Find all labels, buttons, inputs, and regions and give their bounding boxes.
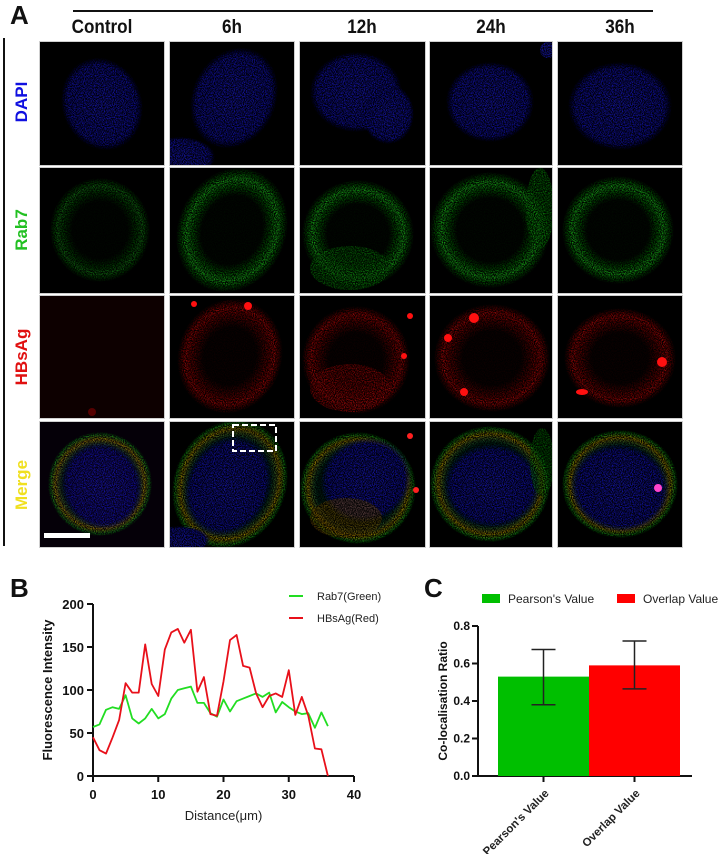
x-tick-label: 0 [89, 787, 96, 802]
panel-c-letter: C [424, 573, 443, 603]
column-header-12h: 12h [347, 17, 377, 38]
tile-merge-12h [299, 421, 426, 548]
bar-chart: Pearson's Value Overlap Value Pearson's V… [436, 592, 718, 854]
row-label-rab7: Rab7 [12, 209, 31, 251]
tile-dapi-6h [169, 41, 295, 166]
panel-b-letter: B [10, 573, 29, 603]
column-header-6h: 6h [222, 17, 242, 38]
left-bracket-rule [3, 38, 5, 546]
x-category-label: Overlap Value [580, 788, 642, 850]
legend-label: HBsAg(Red) [317, 613, 379, 625]
tile-rab7-24h [429, 167, 553, 294]
tile-dapi-36h [557, 41, 683, 166]
tile-dapi-12h [299, 41, 426, 166]
y-axis-title: Co-localisation Ratio [436, 641, 450, 760]
tile-merge-6h [169, 421, 295, 548]
y-tick-label: 0.2 [453, 732, 470, 746]
row-label-merge: Merge [12, 459, 31, 511]
x-tick-label: 40 [347, 787, 361, 802]
x-axis-title: Distance(μm) [185, 808, 263, 823]
row-label-dapi: DAPI [12, 81, 31, 123]
tile-dapi-control [39, 41, 165, 166]
tile-rab7-36h [557, 167, 683, 294]
tile-rab7-12h [299, 167, 426, 294]
y-axis-title: Fluorescence Intensity [40, 619, 55, 761]
y-tick-label: 0.8 [453, 619, 470, 633]
y-tick-label: 200 [62, 597, 84, 612]
tile-hbsag-control [39, 295, 165, 419]
legend-swatch [617, 594, 635, 603]
panel-a-letter: A [10, 0, 29, 30]
tile-merge-24h [429, 421, 553, 548]
y-tick-label: 0.4 [453, 694, 470, 708]
y-tick-label: 0 [77, 769, 84, 784]
series-line [92, 628, 329, 777]
tile-hbsag-12h [299, 295, 426, 419]
legend-label: Overlap Value [643, 592, 718, 606]
line-chart: 0 50 100 150 200 0 10 20 30 40 Distance(μm) Fluores… [40, 591, 381, 823]
tile-rab7-control [39, 167, 165, 294]
column-header-control: Control [71, 17, 133, 38]
x-tick-label: 20 [216, 787, 230, 802]
tile-merge-control [39, 421, 165, 548]
tile-dapi-24h [429, 41, 553, 166]
x-category-label: Pearson's Value [481, 788, 552, 854]
x-tick-label: 10 [151, 787, 165, 802]
legend-swatch [482, 594, 500, 603]
y-tick-label: 50 [70, 726, 84, 741]
tile-hbsag-24h [429, 295, 553, 419]
column-header-36h: 36h [605, 17, 635, 38]
tile-hbsag-6h [169, 295, 295, 419]
y-tick-label: 100 [62, 683, 84, 698]
header-rule [73, 10, 653, 12]
x-tick-label: 30 [282, 787, 296, 802]
legend-label: Pearson's Value [508, 592, 594, 606]
tile-rab7-6h [169, 167, 295, 294]
roi-box [232, 424, 277, 452]
tile-merge-36h [557, 421, 683, 548]
tile-hbsag-36h [557, 295, 683, 419]
scale-bar [44, 533, 90, 538]
y-tick-label: 150 [62, 640, 84, 655]
column-header-24h: 24h [476, 17, 506, 38]
y-tick-label: 0.6 [453, 657, 470, 671]
y-tick-label: 0.0 [453, 769, 470, 783]
legend-label: Rab7(Green) [317, 591, 381, 603]
row-label-hbsag: HBsAg [12, 328, 31, 386]
